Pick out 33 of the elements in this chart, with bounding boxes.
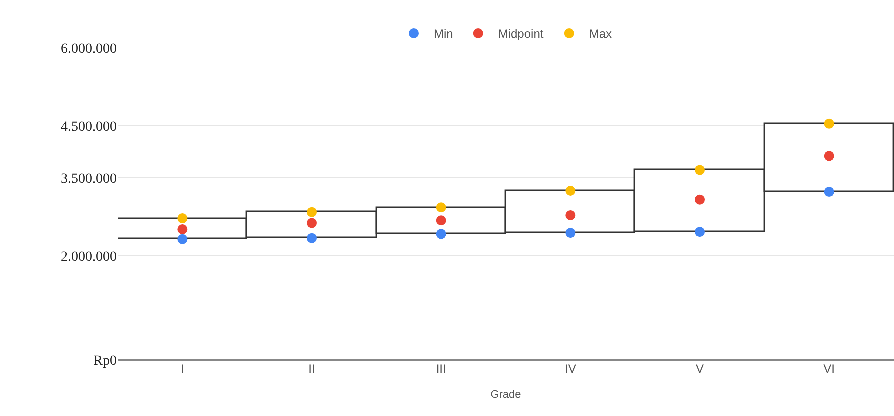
- y-tick-label: 3.500.000: [61, 172, 117, 187]
- point: [695, 165, 705, 176]
- legend-label: Min: [434, 27, 454, 42]
- point: [307, 207, 317, 218]
- point: [178, 214, 188, 224]
- x-tick-label: III: [436, 362, 446, 376]
- y-tick-label: Rp0: [94, 354, 117, 369]
- point: [695, 227, 705, 238]
- x-tick-label: VI: [824, 362, 835, 376]
- y-tick-label: 4.500.000: [61, 120, 117, 135]
- point: [307, 233, 317, 244]
- point: [566, 210, 576, 220]
- x-tick-label: I: [181, 362, 184, 376]
- x-tick-label: V: [696, 362, 704, 376]
- x-axis-title: Grade: [490, 389, 522, 402]
- point: [695, 194, 705, 205]
- point: [566, 186, 576, 196]
- legend-label: Midpoint: [498, 27, 544, 42]
- point: [566, 228, 576, 238]
- point: [307, 218, 317, 228]
- y-tick-label: 2.000.000: [61, 250, 117, 265]
- point: [824, 118, 834, 129]
- point: [824, 151, 834, 162]
- point: [178, 234, 188, 244]
- x-tick-label: IV: [565, 362, 576, 376]
- y-tick-label: 6.000.000: [61, 42, 117, 57]
- point: [178, 224, 188, 234]
- x-tick-label: II: [308, 362, 316, 376]
- point: [436, 229, 446, 240]
- point: [824, 187, 834, 198]
- point: [436, 216, 446, 226]
- legend-label: Max: [589, 27, 612, 42]
- point: [436, 202, 446, 213]
